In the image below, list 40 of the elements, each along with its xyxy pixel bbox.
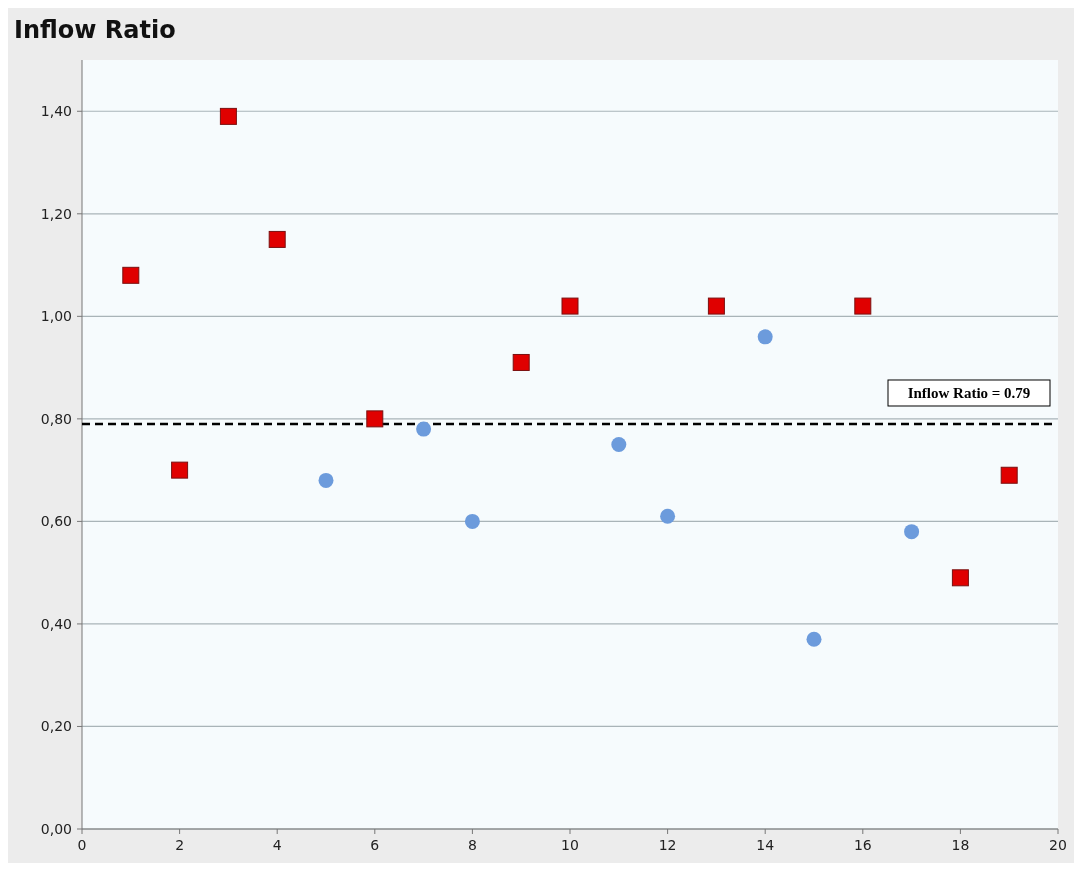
- y-tick-label: 0,00: [40, 820, 72, 837]
- y-tick-label: 0,60: [40, 513, 72, 530]
- point: [268, 230, 286, 248]
- point: [122, 266, 140, 284]
- point: [561, 297, 579, 315]
- point: [806, 631, 822, 647]
- x-tick-label: 14: [756, 837, 775, 853]
- point: [318, 472, 334, 488]
- chart-title: Inflow Ratio: [14, 16, 176, 44]
- ref-line-label: Inflow Ratio = 0.79: [907, 385, 1031, 402]
- y-tick-label: 0,80: [40, 410, 72, 427]
- x-tick-label: 6: [370, 837, 380, 853]
- x-tick-label: 20: [1049, 837, 1067, 853]
- point: [854, 297, 872, 315]
- point: [366, 410, 384, 428]
- point: [1000, 466, 1018, 484]
- point: [757, 329, 773, 345]
- x-tick-label: 10: [561, 837, 579, 853]
- y-tick-label: 0,40: [40, 615, 72, 632]
- point: [707, 297, 725, 315]
- x-tick-label: 4: [272, 837, 282, 853]
- point: [464, 513, 480, 529]
- point: [660, 508, 676, 524]
- y-tick-label: 1,20: [40, 205, 72, 222]
- x-tick-label: 16: [853, 837, 872, 853]
- x-tick-label: 0: [77, 837, 87, 853]
- point: [951, 569, 969, 587]
- point: [904, 524, 920, 540]
- point: [219, 107, 237, 125]
- x-tick-label: 8: [467, 837, 477, 853]
- x-tick-label: 18: [951, 837, 970, 853]
- point: [416, 421, 432, 437]
- point: [171, 461, 189, 479]
- y-tick-label: 0,20: [40, 718, 72, 735]
- point: [512, 353, 530, 371]
- point: [611, 437, 627, 452]
- y-tick-label: 1,00: [40, 308, 72, 325]
- x-tick-label: 2: [175, 837, 185, 853]
- y-tick-label: 1,40: [40, 103, 72, 120]
- x-tick-label: 12: [658, 837, 677, 853]
